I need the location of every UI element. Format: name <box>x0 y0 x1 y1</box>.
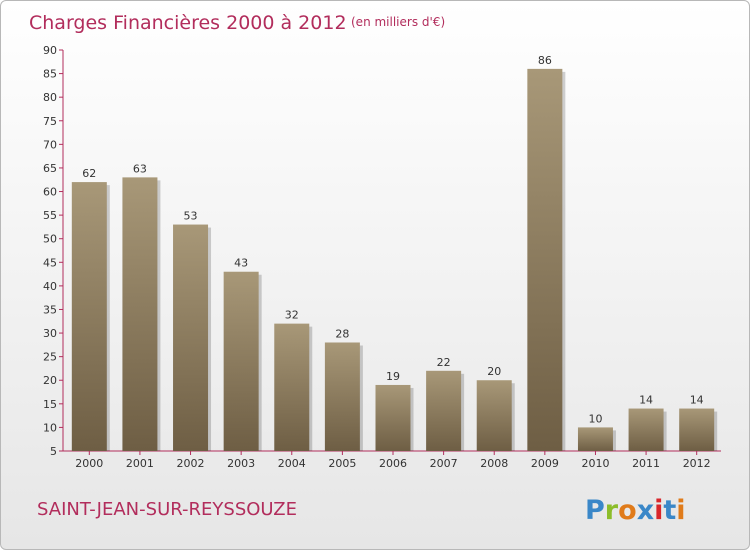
x-tick-label: 2012 <box>683 457 711 470</box>
bar-2003 <box>223 271 259 451</box>
value-label: 32 <box>285 309 299 322</box>
x-tick-label: 2009 <box>531 457 559 470</box>
value-label: 19 <box>386 370 400 383</box>
logo-letter: i <box>654 495 663 526</box>
y-tick-label: 60 <box>43 186 57 199</box>
y-tick-label: 35 <box>43 303 57 316</box>
bar-2008 <box>476 380 512 451</box>
bar-2007 <box>426 370 462 451</box>
chart-subtitle: (en milliers d'€) <box>351 15 445 29</box>
y-tick-label: 5 <box>50 445 57 458</box>
x-tick-label: 2011 <box>632 457 660 470</box>
bar-2009 <box>527 68 563 451</box>
x-tick-label: 2007 <box>430 457 458 470</box>
logo-letter: r <box>605 495 619 526</box>
value-label: 53 <box>184 210 198 223</box>
y-tick-label: 80 <box>43 91 57 104</box>
value-label: 63 <box>133 162 147 175</box>
value-label: 14 <box>690 394 704 407</box>
x-tick-label: 2004 <box>278 457 306 470</box>
bar-2005 <box>324 342 360 451</box>
value-label: 22 <box>437 356 451 369</box>
y-tick-label: 85 <box>43 68 57 81</box>
y-tick-label: 20 <box>43 374 57 387</box>
commune-name: SAINT-JEAN-SUR-REYSSOUZE <box>37 499 297 520</box>
value-label: 28 <box>335 327 349 340</box>
y-tick-label: 65 <box>43 162 57 175</box>
bar-2012 <box>679 408 715 451</box>
value-label: 20 <box>487 365 501 378</box>
bar-2011 <box>628 408 664 451</box>
x-tick-label: 2001 <box>126 457 154 470</box>
y-tick-label: 90 <box>43 44 57 57</box>
x-tick-label: 2000 <box>75 457 103 470</box>
x-tick-label: 2006 <box>379 457 407 470</box>
chart-title: Charges Financières 2000 à 2012 <box>29 12 347 34</box>
x-tick-label: 2002 <box>177 457 205 470</box>
y-tick-label: 10 <box>43 421 57 434</box>
proxiti-logo: Proxiti <box>585 495 686 526</box>
y-tick-label: 50 <box>43 233 57 246</box>
bar-2002 <box>173 224 209 451</box>
logo-letter: t <box>663 495 676 526</box>
bar-2010 <box>577 427 613 451</box>
y-tick-label: 75 <box>43 115 57 128</box>
logo-letter: P <box>585 495 605 526</box>
x-tick-label: 2003 <box>227 457 255 470</box>
y-tick-label: 40 <box>43 280 57 293</box>
bar-2004 <box>274 323 310 451</box>
value-label: 86 <box>538 54 552 67</box>
logo-letter: o <box>618 495 637 526</box>
y-tick-label: 25 <box>43 351 57 364</box>
value-label: 10 <box>588 412 602 425</box>
logo-letter: x <box>637 495 654 526</box>
bar-2006 <box>375 384 411 451</box>
bar-2000 <box>71 182 107 451</box>
y-tick-label: 70 <box>43 138 57 151</box>
y-tick-label: 55 <box>43 209 57 222</box>
value-label: 14 <box>639 394 653 407</box>
y-tick-label: 30 <box>43 327 57 340</box>
logo-letter: i <box>676 495 685 526</box>
x-tick-label: 2010 <box>581 457 609 470</box>
x-tick-label: 2008 <box>480 457 508 470</box>
bar-2001 <box>122 177 158 451</box>
y-tick-label: 45 <box>43 256 57 269</box>
value-label: 62 <box>82 167 96 180</box>
y-tick-label: 15 <box>43 398 57 411</box>
x-tick-label: 2005 <box>328 457 356 470</box>
value-label: 43 <box>234 257 248 270</box>
